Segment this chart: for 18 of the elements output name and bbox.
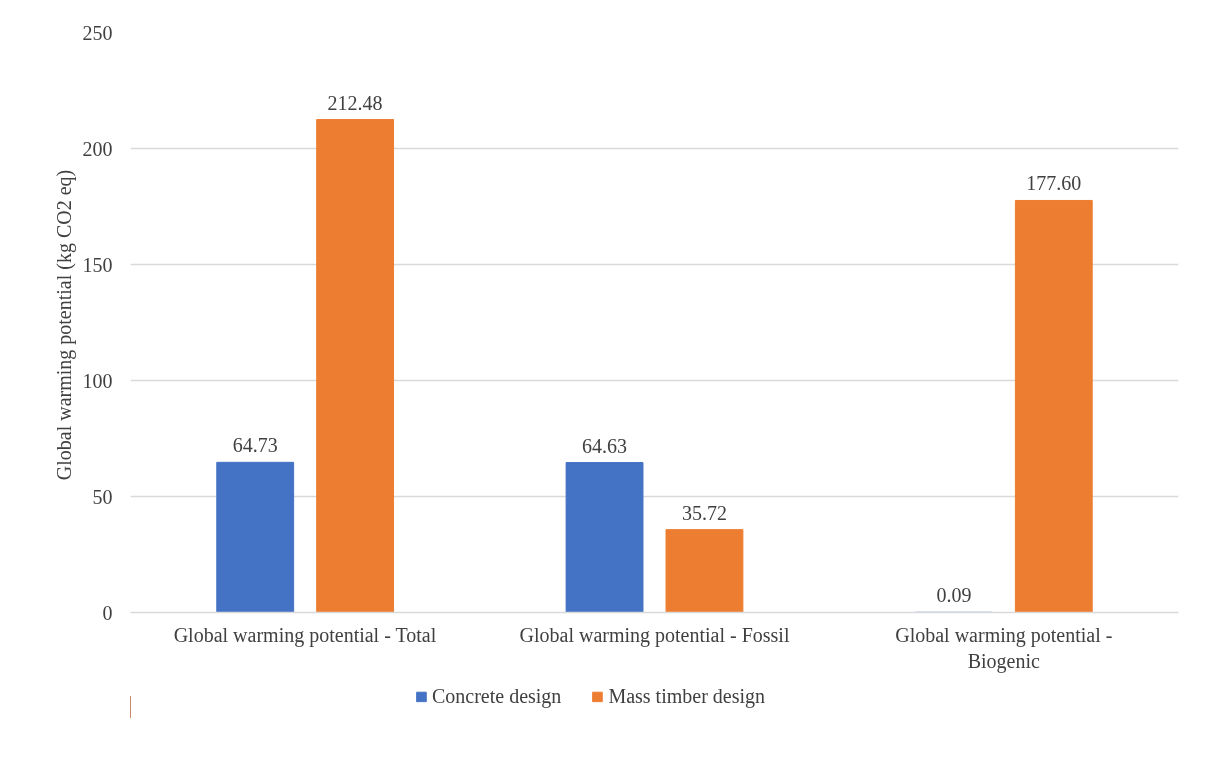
x-tick-label: Global warming potential - Fossil <box>519 623 790 647</box>
x-tick-label: Global warming potential - Total <box>173 623 437 647</box>
data-label: 64.73 <box>232 434 278 457</box>
data-label: 177.60 <box>1026 172 1082 195</box>
data-label: 0.09 <box>936 584 972 607</box>
y-tick-label: 50 <box>92 485 113 508</box>
y-tick-label: 150 <box>82 253 113 276</box>
data-label: 35.72 <box>681 501 727 524</box>
y-tick-label: 0 <box>102 601 113 624</box>
y-tick-label: 100 <box>82 369 113 392</box>
legend-label: Mass timber design <box>608 684 766 708</box>
y-tick-label: 200 <box>82 137 113 160</box>
data-label: 212.48 <box>327 91 383 114</box>
y-tick-label: 250 <box>82 21 113 44</box>
x-tick-label: Global warming potential - Biogenic <box>895 623 1113 673</box>
data-label: 64.63 <box>582 434 628 457</box>
y-axis-title: Global warming potential (kg CO2 eq) <box>52 169 76 481</box>
legend-label: Concrete design <box>431 684 562 708</box>
